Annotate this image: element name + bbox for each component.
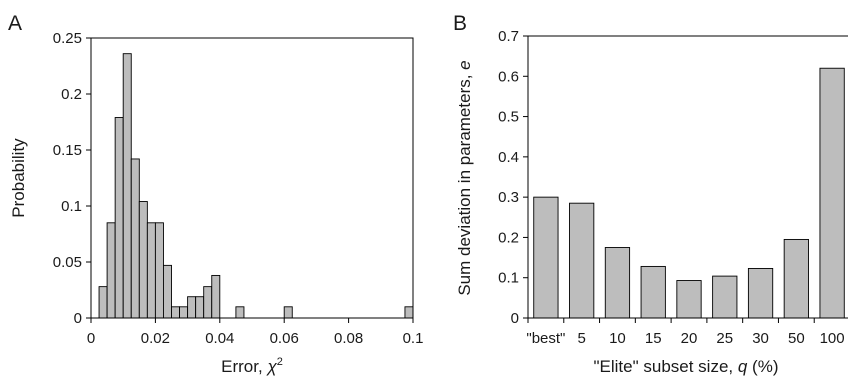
panel-b-plot-frame <box>527 35 848 319</box>
panel-a-bar <box>203 286 213 319</box>
panel-a-y-tick-label: 0.05 <box>53 254 82 271</box>
panel-a-bar <box>162 264 172 319</box>
panel-a-y-ticks: 0 0.05 0.1 0.15 0.2 0.25 <box>53 30 91 327</box>
panel-a: A 0 0.02 0.04 0.06 0.08 0.1 0 0.05 0.1 0.15 0.2 0.… <box>8 12 423 376</box>
panel-b-bar <box>676 280 702 319</box>
panel-a-bar <box>283 306 293 319</box>
panel-b-x-tick-label: 100 <box>820 330 845 347</box>
panel-b-x-ticks: "best" 5 10 15 20 25 30 50 100 <box>526 318 845 347</box>
panel-a-y-tick-label: 0 <box>74 310 82 327</box>
panel-a-bar <box>179 306 189 319</box>
panel-a-bar <box>404 306 414 319</box>
panel-b-x-axis-title-text: "Elite" subset size, <box>594 357 738 376</box>
panel-a-x-axis-title-sup: 2 <box>277 356 283 368</box>
panel-b-x-tick-label: 25 <box>716 330 733 347</box>
panel-b-y-tick-label: 0.2 <box>498 229 519 246</box>
panel-a-x-tick-label: 0.08 <box>334 330 363 347</box>
panel-a-bars <box>98 53 414 319</box>
panel-b-x-tick-label: "best" <box>526 330 565 347</box>
panel-b-letter: B <box>453 12 467 35</box>
panel-b-bar <box>819 67 845 319</box>
panel-b-y-tick-label: 0.6 <box>498 68 519 85</box>
panel-b-x-axis-title: "Elite" subset size, q (%) <box>594 357 779 376</box>
panel-b-y-axis-title-text: Sum deviation in parameters, <box>455 70 474 296</box>
panel-a-y-tick-label: 0.1 <box>61 198 82 215</box>
panel-b-y-tick-label: 0.7 <box>498 28 519 45</box>
panel-a-bar <box>171 306 181 319</box>
panel-a-letter: A <box>8 12 22 35</box>
panel-a-x-tick-label: 0.02 <box>141 330 170 347</box>
panel-a-x-axis-title: Error, χ2 <box>221 356 283 376</box>
panel-a-bar <box>235 306 245 319</box>
panel-b-y-tick-label: 0 <box>511 310 519 327</box>
panel-b-bar <box>533 196 559 319</box>
panel-b-x-tick-label: 10 <box>609 330 626 347</box>
panel-b: B "best" 5 10 15 20 25 30 50 100 0 0.1 0.2 0.3 0.4 0.… <box>453 12 848 376</box>
panel-b-x-axis-title-symbol: q <box>738 357 748 376</box>
panel-a-bar <box>138 201 148 319</box>
panel-b-y-tick-label: 0.4 <box>498 149 519 166</box>
panel-b-bar <box>604 247 631 319</box>
panel-a-bar <box>187 296 197 319</box>
panel-b-x-tick-label: 20 <box>681 330 698 347</box>
panel-b-bar <box>747 267 774 319</box>
panel-a-plot-frame <box>90 37 414 319</box>
panel-b-x-tick-label: 50 <box>788 330 805 347</box>
panel-b-bar <box>640 265 666 319</box>
panel-a-x-ticks: 0 0.02 0.04 0.06 0.08 0.1 <box>87 318 424 347</box>
panel-b-bars <box>533 67 845 319</box>
panel-b-y-tick-label: 0.1 <box>498 270 519 287</box>
panel-b-x-tick-label: 30 <box>752 330 769 347</box>
panel-b-y-ticks: 0 0.1 0.2 0.3 0.4 0.5 0.6 0.7 <box>498 28 528 327</box>
panel-a-x-tick-label: 0 <box>87 330 95 347</box>
panel-a-bar <box>146 222 156 319</box>
panel-b-x-axis-title-suffix: (%) <box>747 357 778 376</box>
panel-b-x-tick-label: 15 <box>645 330 662 347</box>
panel-b-y-axis-title: Sum deviation in parameters, e <box>455 60 474 295</box>
panel-b-y-tick-label: 0.3 <box>498 189 519 206</box>
panel-b-y-tick-label: 0.5 <box>498 109 519 126</box>
panel-a-bar <box>106 222 116 319</box>
panel-b-bar <box>712 275 738 319</box>
panel-b-x-tick-label: 5 <box>577 330 585 347</box>
panel-b-y-axis-title-symbol: e <box>455 60 474 69</box>
panel-a-bar <box>130 158 140 319</box>
panel-a-y-axis-title: Probability <box>9 138 28 218</box>
panel-a-x-tick-label: 0.1 <box>403 330 424 347</box>
panel-a-x-tick-label: 0.06 <box>270 330 299 347</box>
panel-a-bar <box>154 222 164 319</box>
panel-a-bar <box>211 274 221 319</box>
panel-a-y-tick-label: 0.2 <box>61 86 82 103</box>
panel-a-bar <box>98 286 108 319</box>
panel-b-bar <box>783 238 809 319</box>
panel-a-bar <box>195 296 205 319</box>
panel-a-bar <box>122 53 132 319</box>
panel-a-x-tick-label: 0.04 <box>205 330 234 347</box>
panel-a-y-tick-label: 0.25 <box>53 30 82 47</box>
panel-a-x-axis-title-text: Error, <box>221 357 267 376</box>
panel-a-bar <box>114 117 124 319</box>
panel-b-bar <box>569 202 595 319</box>
panel-a-x-axis-title-symbol: χ <box>265 357 277 376</box>
panel-a-y-tick-label: 0.15 <box>53 142 82 159</box>
